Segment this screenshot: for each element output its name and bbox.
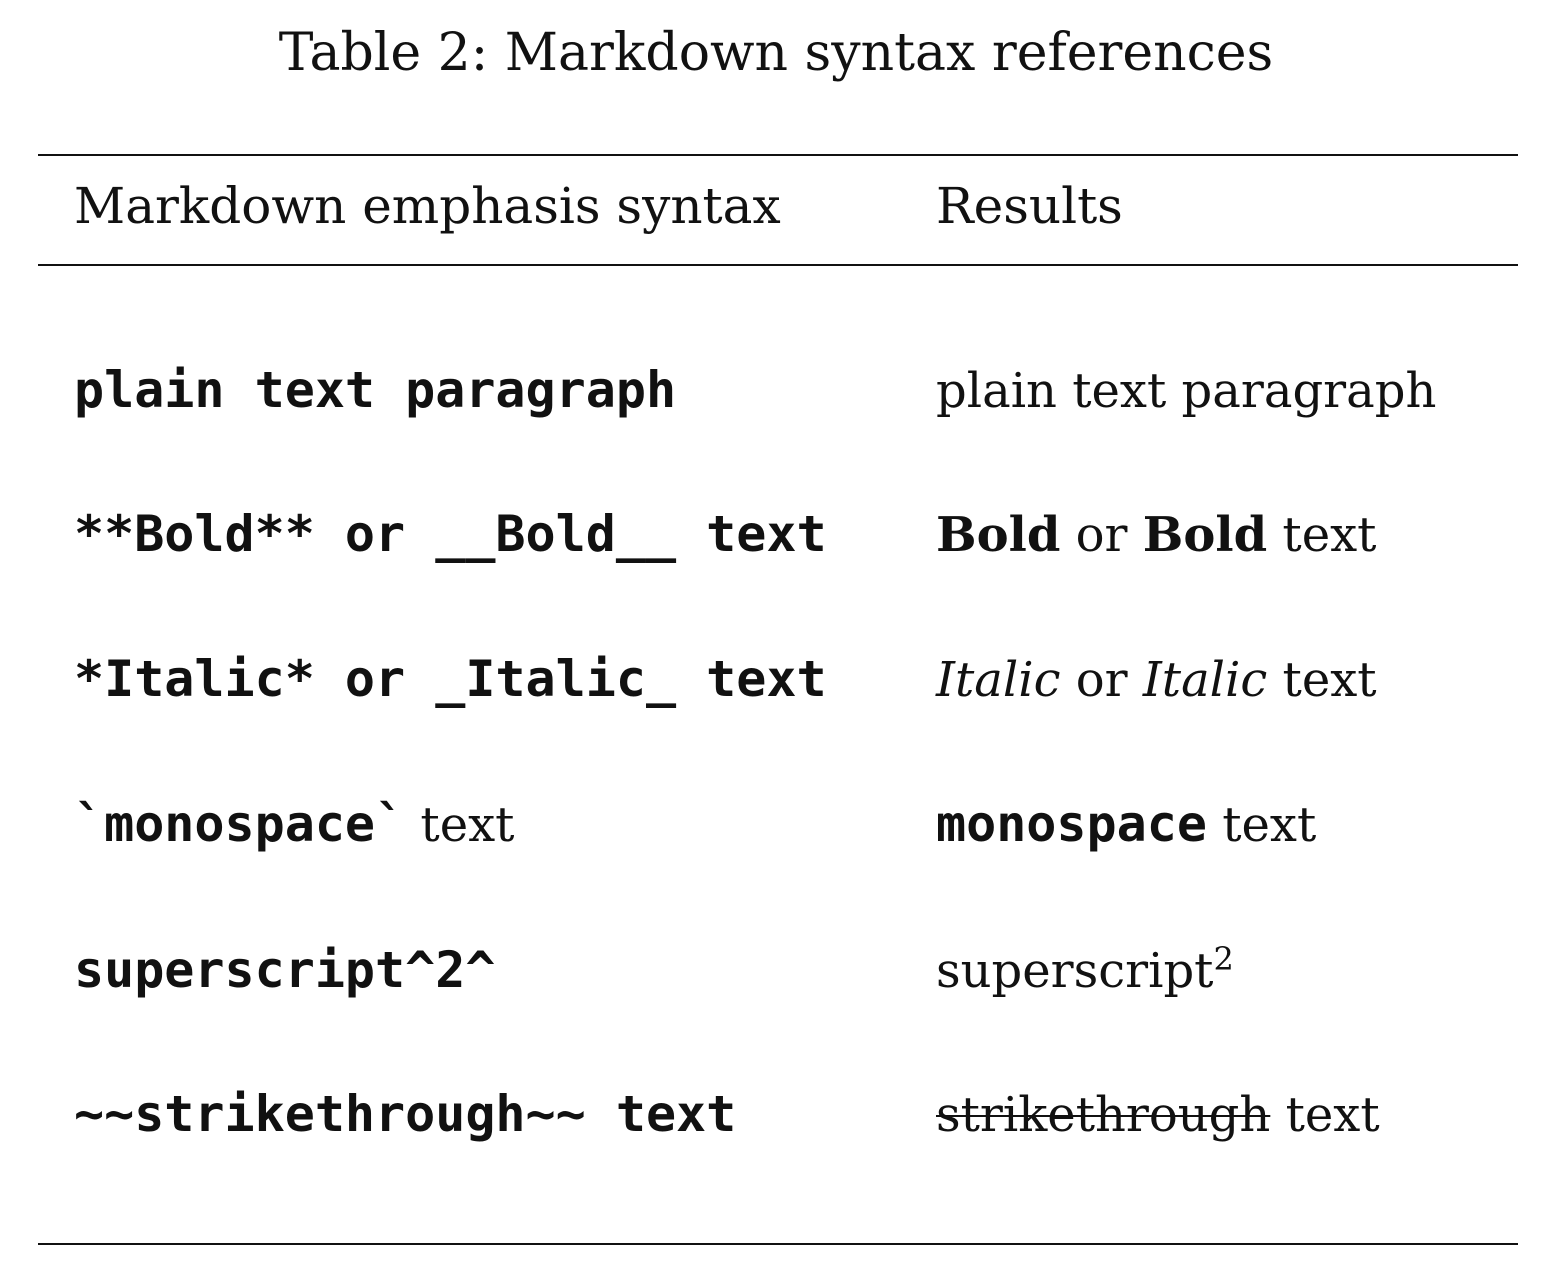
header-results: Results bbox=[936, 177, 1123, 235]
syntax-cell: *Italic* or _Italic_ text bbox=[74, 650, 827, 708]
table-row: `monospace` text monospace text bbox=[74, 788, 1524, 860]
result-italic-text: Italic bbox=[1142, 652, 1268, 708]
result-plain-text: plain text paragraph bbox=[936, 363, 1437, 419]
result-cell: strikethrough text bbox=[936, 1079, 1524, 1151]
table-bottom-rule bbox=[38, 1243, 1518, 1245]
result-tail-text: text bbox=[1267, 652, 1377, 708]
syntax-cell: ~~strikethrough~~ text bbox=[74, 1085, 737, 1143]
table-row: ~~strikethrough~~ text strikethrough tex… bbox=[74, 1078, 1524, 1150]
header-syntax: Markdown emphasis syntax bbox=[74, 177, 781, 235]
table-row: *Italic* or _Italic_ text Italic or Ital… bbox=[74, 643, 1524, 715]
table-row: **Bold** or __Bold__ text Bold or Bold t… bbox=[74, 498, 1524, 570]
result-tail-text: text bbox=[1267, 507, 1377, 563]
syntax-mono-text: `monospace` bbox=[74, 795, 406, 853]
result-bold-text: Bold bbox=[1142, 507, 1268, 563]
table-top-rule bbox=[38, 154, 1518, 156]
result-cell: Italic or Italic text bbox=[936, 644, 1524, 716]
result-cell: Bold or Bold text bbox=[936, 499, 1524, 571]
result-cell: superscript2 bbox=[936, 935, 1524, 1007]
result-strikethrough-text: strikethrough bbox=[936, 1087, 1271, 1143]
syntax-cell: plain text paragraph bbox=[74, 361, 677, 419]
syntax-cell: `monospace` text bbox=[74, 788, 936, 861]
syntax-tail-text: text bbox=[405, 797, 515, 853]
result-tail-text: text bbox=[1270, 1087, 1380, 1143]
result-connector-text: or bbox=[1060, 652, 1143, 708]
table-row: plain text paragraph plain text paragrap… bbox=[74, 354, 1524, 426]
result-cell: plain text paragraph bbox=[936, 355, 1524, 427]
result-bold-text: Bold bbox=[936, 507, 1061, 563]
result-superscript: 2 bbox=[1213, 940, 1234, 978]
result-italic-text: Italic bbox=[936, 652, 1061, 708]
table-header-rule bbox=[38, 264, 1518, 266]
table-row: superscript^2^ superscript2 bbox=[74, 934, 1524, 1006]
table-caption: Table 2: Markdown syntax references bbox=[278, 23, 1274, 83]
syntax-cell: **Bold** or __Bold__ text bbox=[74, 505, 827, 563]
result-tail-text: text bbox=[1206, 797, 1317, 853]
result-mono-text: monospace bbox=[936, 795, 1207, 853]
syntax-cell: superscript^2^ bbox=[74, 941, 496, 999]
result-base-text: superscript bbox=[936, 943, 1214, 999]
result-connector-text: or bbox=[1060, 507, 1143, 563]
table-header-row: Markdown emphasis syntax Results bbox=[74, 170, 1524, 242]
result-cell: monospace text bbox=[936, 788, 1524, 861]
